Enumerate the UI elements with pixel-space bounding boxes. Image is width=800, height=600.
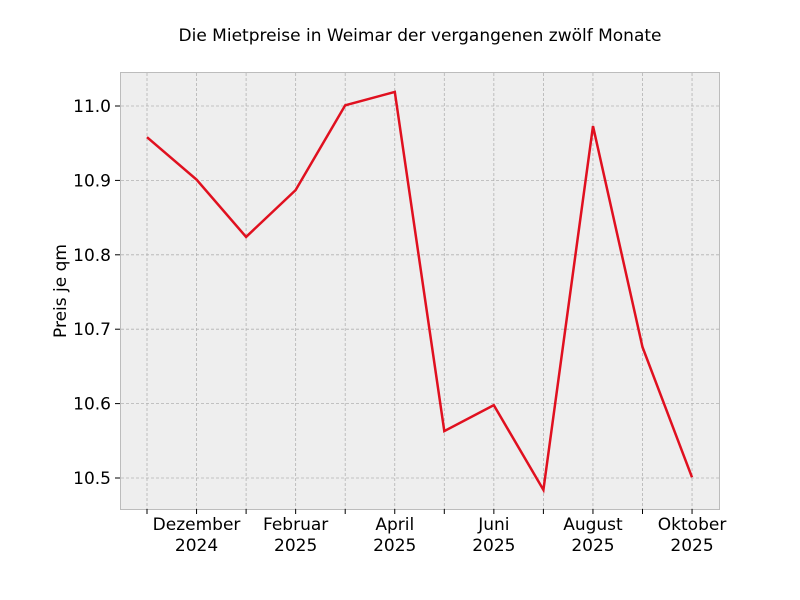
x-tick-label: 2024	[175, 536, 218, 556]
grid-lines	[121, 73, 719, 509]
y-tick-label: 10.9	[73, 171, 111, 191]
x-tick-label: 2025	[274, 536, 317, 556]
x-tick-label: 2025	[472, 536, 515, 556]
x-tick-label: 2025	[571, 536, 614, 556]
y-tick-label: 11.0	[73, 97, 111, 117]
y-tick-label: 10.5	[73, 469, 111, 489]
y-tick-label: 10.8	[73, 246, 111, 266]
x-tick-label: April	[375, 515, 414, 535]
x-tick-label: 2025	[670, 536, 713, 556]
plot-area	[120, 72, 720, 510]
y-tick-label: 10.7	[73, 320, 111, 340]
chart-title: Die Mietpreise in Weimar der vergangenen…	[178, 26, 662, 46]
price-line	[146, 90, 694, 494]
x-tick-label: Februar	[263, 515, 328, 535]
x-tick-label: 2025	[373, 536, 416, 556]
x-tick-label: August	[563, 515, 623, 535]
x-tick-label: Juni	[477, 515, 509, 535]
y-tick-label: 10.6	[73, 395, 111, 415]
x-axis: Dezember2024Februar2025April2025Juni2025…	[146, 509, 727, 556]
x-tick-label: Dezember	[153, 515, 241, 535]
y-axis-label: Preis je qm	[51, 244, 71, 338]
y-axis: 10.5 10.6 10.7 10.8 10.9 11.0	[73, 97, 120, 489]
x-tick-label: Oktober	[658, 515, 727, 535]
